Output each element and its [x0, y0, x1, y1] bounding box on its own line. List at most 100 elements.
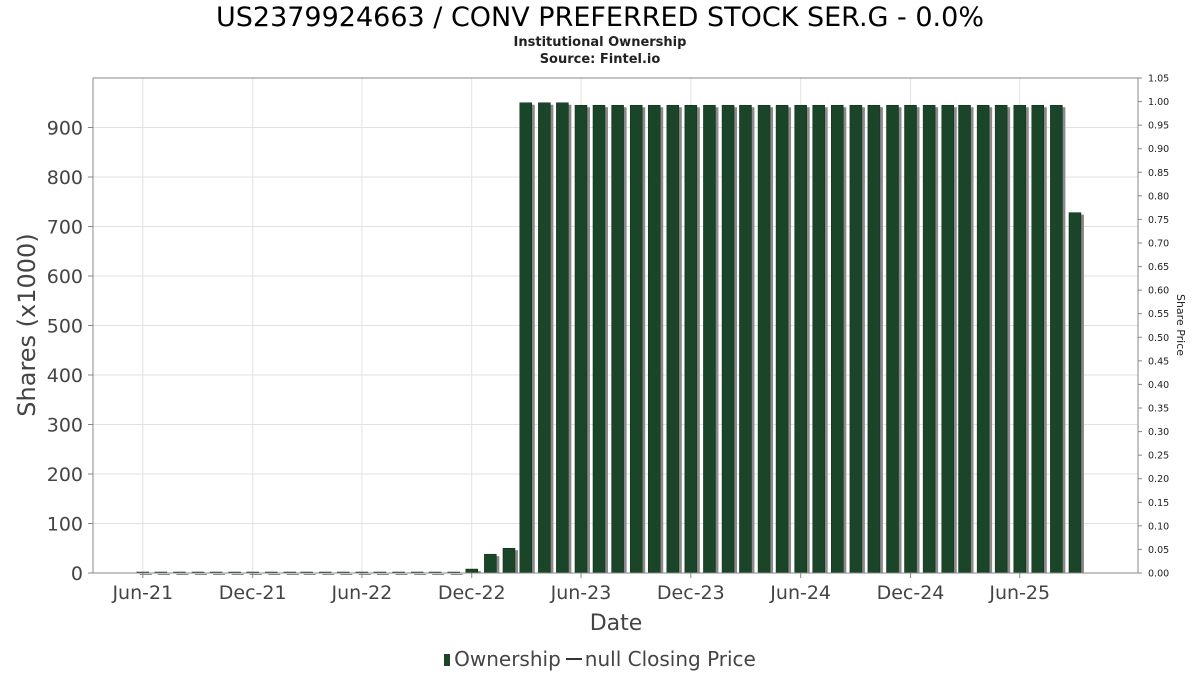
ownership-bar: [666, 104, 680, 574]
ownership-bar: [904, 104, 917, 574]
y2-tick-label: 0.75: [1148, 215, 1169, 226]
chart-subtitle: Institutional Ownership: [513, 35, 687, 50]
y-tick-label: 500: [47, 316, 83, 338]
x-tick-label: Jun-22: [331, 582, 393, 604]
y-tick-label: 900: [47, 118, 83, 140]
x-axis-label: Date: [590, 611, 643, 636]
ownership-bar: [867, 104, 881, 574]
y2-tick-label: 0.20: [1148, 474, 1169, 485]
ownership-bar: [922, 104, 936, 574]
x-tick-label: Jun-21: [111, 582, 173, 604]
x-tick-label: Dec-21: [219, 582, 287, 604]
bar-shadow: [286, 574, 299, 576]
x-tick-label: Jun-23: [550, 582, 612, 604]
bar-shadow: [414, 574, 427, 576]
ownership-bar: [794, 104, 807, 574]
ownership-bar: [886, 104, 899, 574]
ownership-bar: [1050, 104, 1063, 574]
y2-tick-label: 0.90: [1148, 144, 1169, 155]
y2-tick-label: 0.00: [1148, 569, 1169, 580]
chart-source: Source: Fintel.io: [539, 52, 661, 67]
ownership-bar: [484, 553, 497, 574]
ownership-bar: [739, 104, 752, 574]
y2-tick-label: 1.00: [1148, 97, 1169, 108]
price-legend-swatch: [565, 658, 582, 660]
x-axis: Jun-21 Dec-21 Jun-22 Dec-22 Jun-23 Dec-23 Jun-…: [111, 573, 1050, 604]
y2-tick-label: 0.85: [1148, 168, 1169, 179]
x-tick-label: Dec-22: [438, 582, 506, 604]
y2-tick-label: 0.50: [1148, 333, 1169, 344]
y-tick-label: 200: [47, 464, 83, 486]
ownership-bar: [757, 104, 771, 574]
y2-tick-label: 0.05: [1148, 545, 1169, 556]
x-tick-label: Dec-23: [657, 582, 725, 604]
bar-shadow: [450, 574, 463, 576]
bar-shadow: [376, 574, 389, 576]
ownership-bar: [976, 104, 990, 574]
y2-tick-label: 0.35: [1148, 404, 1169, 415]
bar-shadow: [358, 574, 371, 576]
bar-shadow: [249, 574, 262, 576]
ownership-bar: [502, 548, 516, 574]
y-tick-label: 300: [47, 415, 83, 437]
ownership-bar: [958, 104, 971, 574]
y-axis-right: 0.00 0.05 0.10 0.15 0.20 0.25 0.30 0.35 0.40 0.45…: [1138, 74, 1169, 580]
bar-shadow: [395, 574, 408, 576]
bar-shadow: [303, 574, 316, 576]
ownership-bar: [849, 104, 863, 574]
y2-tick-label: 0.80: [1148, 191, 1169, 202]
ownership-bar: [538, 102, 551, 574]
y2-tick-label: 0.70: [1148, 239, 1169, 250]
ownership-bar: [684, 104, 698, 574]
y-tick-label: 800: [47, 167, 83, 189]
bar-shadow: [322, 574, 335, 576]
bar-shadow: [268, 574, 281, 576]
y-axis-left: 0 100 200 300 400 500 600 700 800 900: [47, 118, 93, 585]
bar-shadow: [213, 574, 226, 576]
y2-tick-label: 0.45: [1148, 356, 1169, 367]
ownership-bar: [721, 104, 735, 574]
ownership-legend-swatch: [444, 654, 451, 666]
ownership-bar: [1031, 104, 1045, 574]
chart-legend: Ownership null Closing Price: [0, 647, 1200, 671]
price-legend-label: null Closing Price: [584, 647, 756, 671]
bar-layer: [136, 102, 1084, 576]
y-tick-label: 600: [47, 266, 83, 288]
y-tick-label: 100: [47, 514, 83, 536]
y2-tick-label: 0.60: [1148, 286, 1169, 297]
ownership-bar: [519, 102, 533, 574]
ownership-bar: [994, 104, 1008, 574]
y2-tick-label: 0.15: [1148, 498, 1169, 509]
ownership-bar: [941, 104, 954, 574]
ownership-bar: [812, 104, 825, 574]
y2-tick-label: 0.95: [1148, 121, 1169, 132]
bar-shadow: [340, 574, 353, 576]
bar-shadow: [176, 574, 189, 576]
y-axis-label: Shares (x1000): [13, 233, 41, 416]
ownership-bar: [831, 104, 844, 574]
bar-shadow: [195, 574, 208, 576]
bar-shadow: [231, 574, 244, 576]
x-tick-label: Jun-25: [988, 582, 1050, 604]
ownership-bar: [629, 104, 643, 574]
chart-title: US2379924663 / CONV PREFERRED STOCK SER.…: [216, 2, 984, 33]
ownership-bar: [592, 104, 606, 574]
y-tick-label: 0: [71, 563, 83, 585]
x-tick-label: Jun-24: [769, 582, 831, 604]
ownership-bar: [647, 104, 661, 574]
y2-axis-label: Share Price: [1174, 294, 1187, 356]
ownership-bar: [611, 104, 624, 574]
bar-shadow: [139, 574, 152, 576]
bar-shadow: [432, 574, 445, 576]
y2-tick-label: 1.05: [1148, 74, 1169, 85]
ownership-legend-label: Ownership: [454, 647, 561, 671]
y-tick-label: 700: [47, 217, 83, 239]
x-tick-label: Dec-24: [877, 582, 945, 604]
ownership-bar: [574, 104, 588, 574]
ownership-bar: [703, 104, 716, 574]
bar-shadow: [157, 574, 170, 576]
y2-tick-label: 0.25: [1148, 451, 1169, 462]
y2-tick-label: 0.65: [1148, 262, 1169, 273]
ownership-bar: [465, 568, 478, 574]
